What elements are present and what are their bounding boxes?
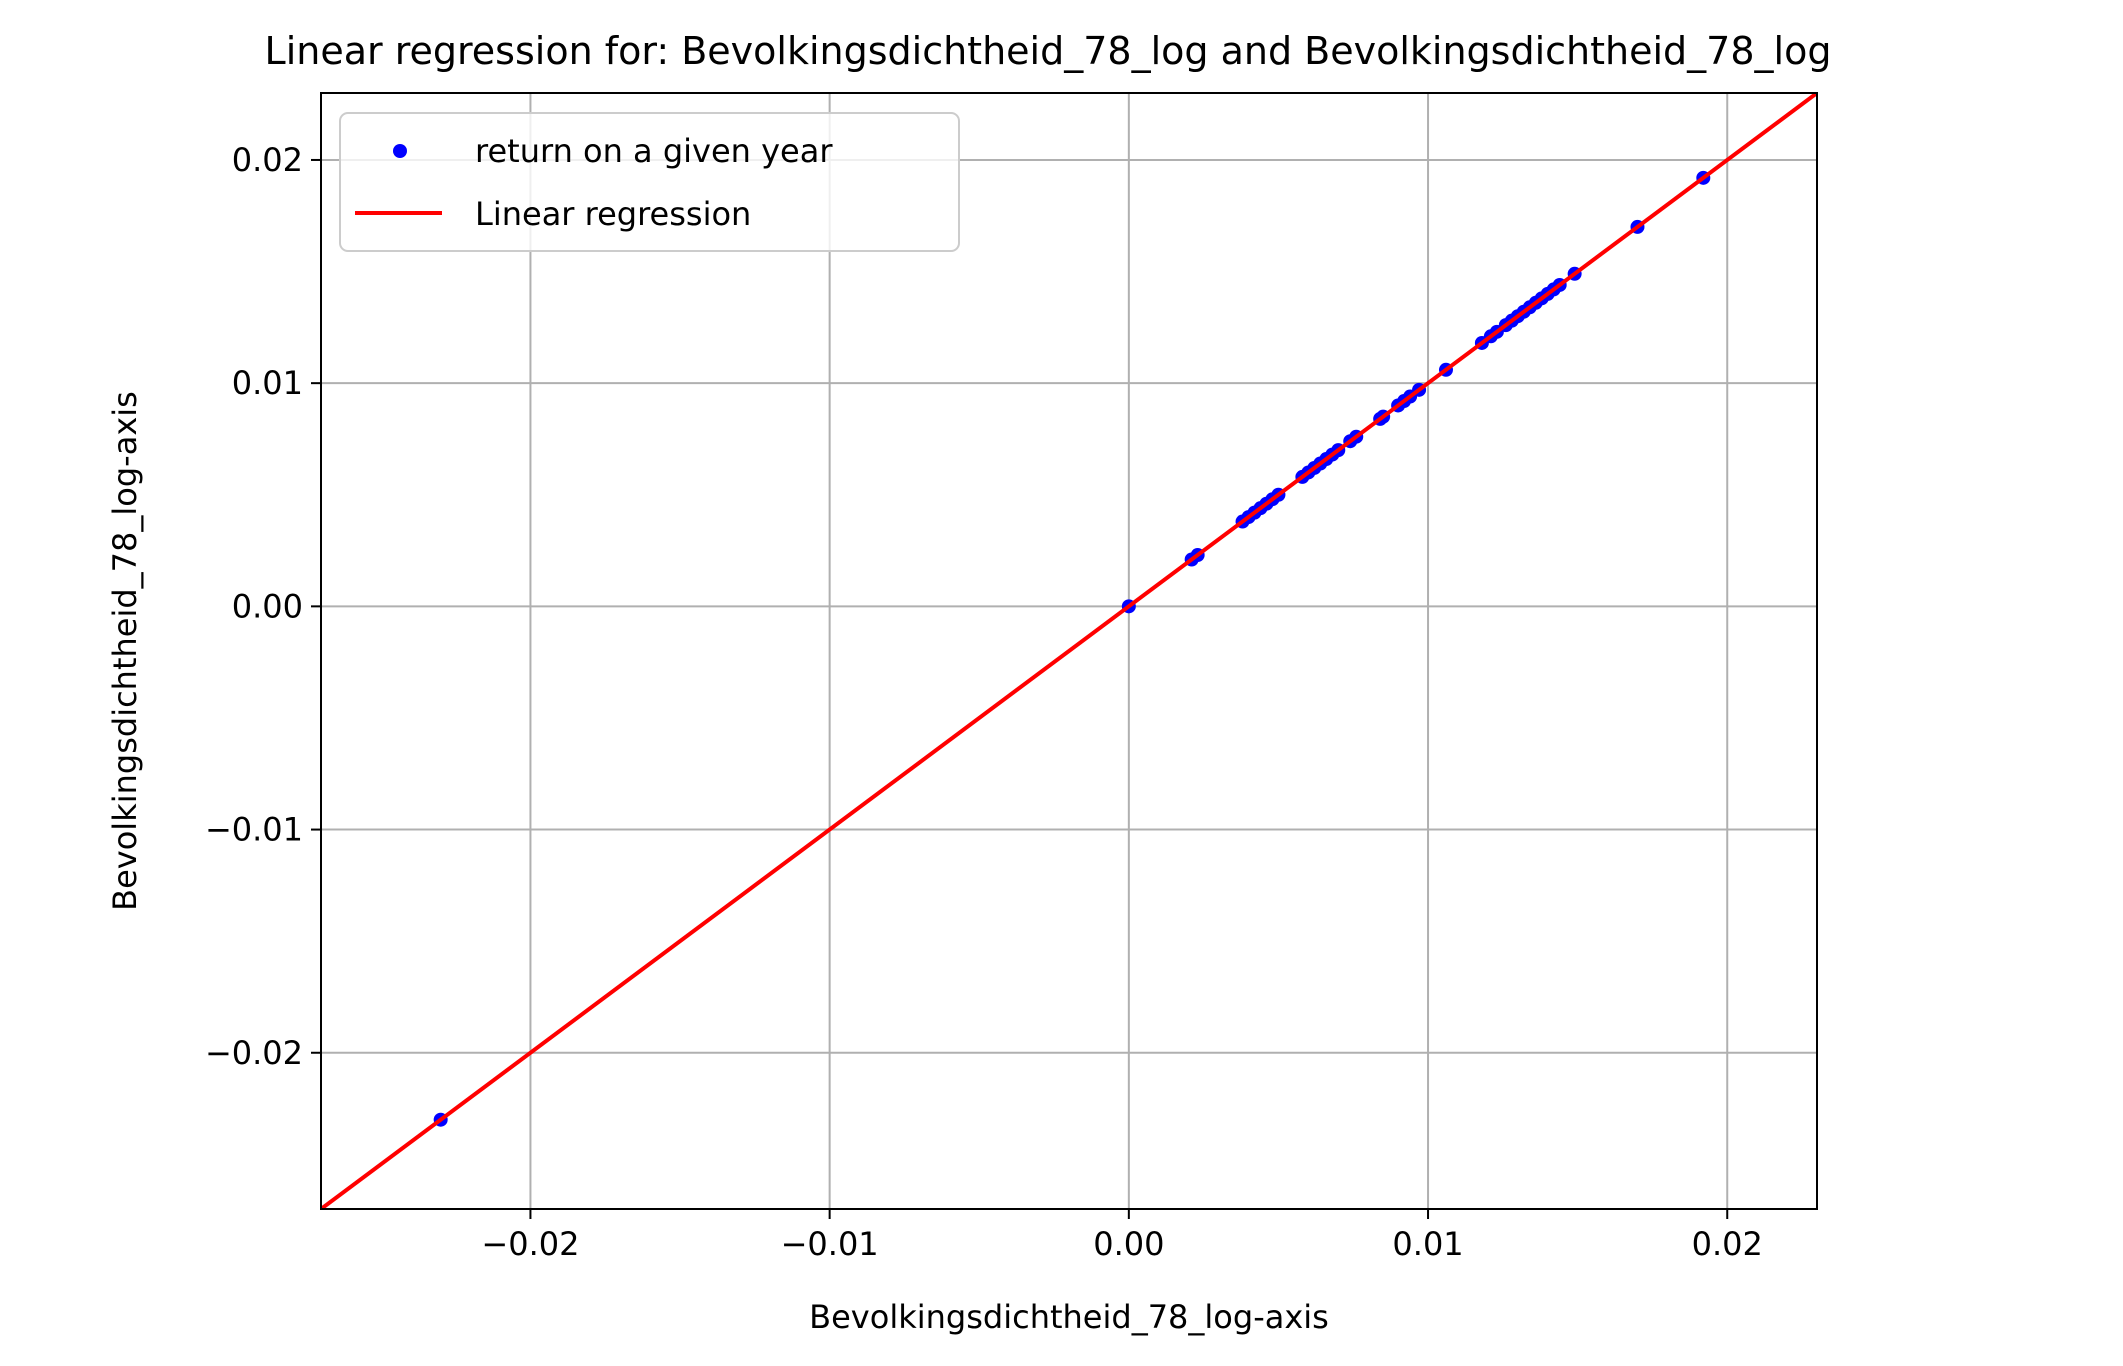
regression-line: [321, 93, 1817, 1209]
x-tick-label: −0.02: [481, 1225, 579, 1263]
plot-area: [321, 93, 1817, 1209]
y-tick-label: 0.02: [232, 141, 303, 179]
legend-label-line: Linear regression: [475, 195, 751, 233]
x-tick-label: 0.01: [1392, 1225, 1463, 1263]
y-tick-label: −0.01: [205, 811, 303, 849]
legend-scatter-marker: [393, 144, 407, 158]
chart-title: Linear regression for: Bevolkingsdichthe…: [265, 29, 1832, 73]
legend: return on a given year Linear regression: [339, 112, 960, 252]
axis-ticks: −0.02 −0.01 0.00 0.01 0.02 −0.02 −0.01 0.00 0.01…: [205, 141, 1763, 1263]
x-tick-label: 0.00: [1093, 1225, 1164, 1263]
x-tick-label: −0.01: [781, 1225, 879, 1263]
y-axis-label: Bevolkingsdichtheid_78_log-axis: [106, 391, 144, 911]
x-axis-label: Bevolkingsdichtheid_78_log-axis: [809, 1298, 1329, 1336]
axes-frame: [320, 92, 1818, 1210]
legend-box: [339, 112, 960, 252]
y-tick-label: 0.00: [232, 587, 303, 625]
y-tick-label: −0.02: [205, 1034, 303, 1072]
x-tick-label: 0.02: [1692, 1225, 1763, 1263]
y-tick-label: 0.01: [232, 364, 303, 402]
legend-label-scatter: return on a given year: [475, 132, 833, 170]
grid-lines: [321, 93, 1817, 1209]
